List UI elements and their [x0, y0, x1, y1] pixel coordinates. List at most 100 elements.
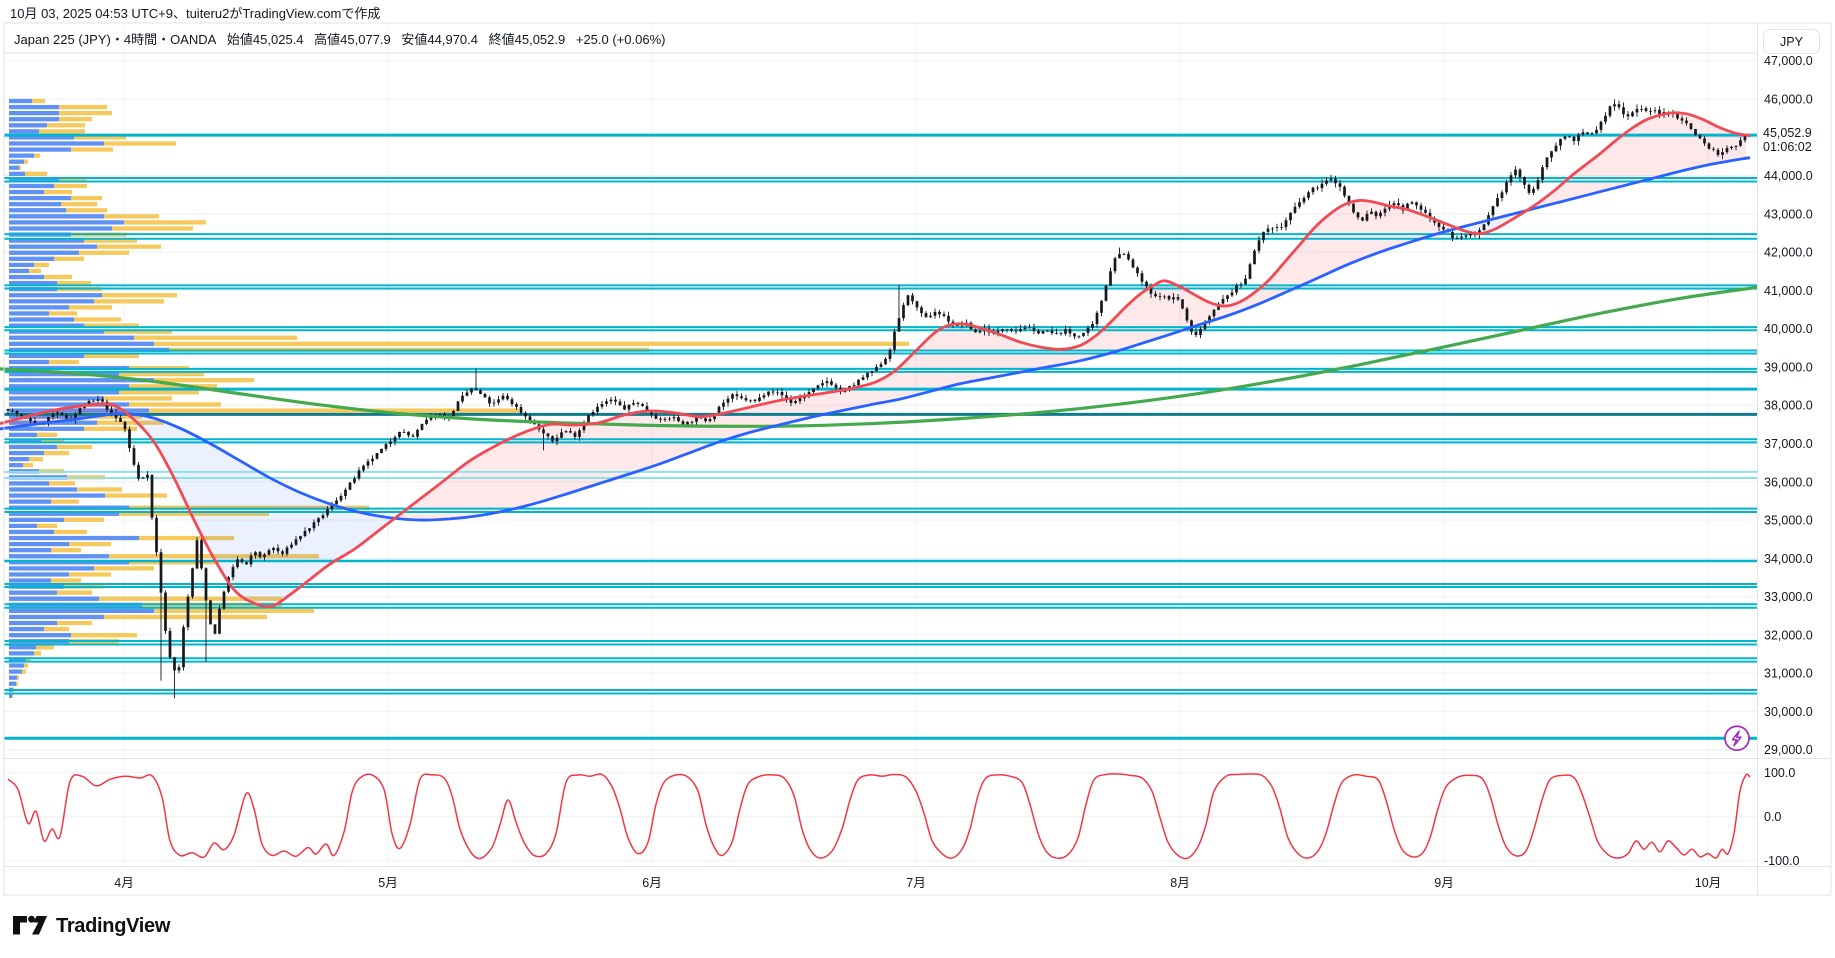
volume-profile-sell-bar: [24, 663, 28, 668]
volume-profile-buy-bar: [9, 189, 44, 195]
lightning-anchor-icon[interactable]: [1724, 725, 1750, 752]
volume-profile-sell-bar: [19, 165, 21, 170]
volume-profile-buy-bar: [9, 274, 44, 280]
volume-profile-buy-bar: [9, 329, 104, 334]
price-axis-label: 36,000.0: [1764, 475, 1813, 489]
volume-profile-sell-bar: [54, 256, 84, 261]
volume-profile-sell-bar: [66, 208, 107, 213]
oscillator-pane: [7, 773, 1751, 860]
volume-profile-sell-bar: [16, 681, 18, 686]
volume-profile-buy-bar: [9, 359, 49, 365]
volume-profile-sell-bar: [105, 493, 167, 498]
price-axis-label: 29,000.0: [1764, 743, 1813, 757]
volume-profile-sell-bar: [51, 578, 81, 583]
volume-profile-sell-bar: [99, 596, 282, 601]
price-axis-label: 38,000.0: [1764, 399, 1813, 413]
volume-profile-buy-bar: [9, 159, 24, 164]
volume-profile-sell-bar: [59, 117, 92, 122]
symbol-legend[interactable]: Japan 225 (JPY)・4時間・OANDA 始値45,025.4 高値4…: [14, 29, 672, 48]
volume-profile-sell-bar: [154, 378, 254, 383]
candlestick-series: [6, 99, 1747, 699]
volume-profile-sell-bar: [104, 329, 172, 334]
volume-profile-sell-bar: [104, 214, 159, 219]
price-axis-label: 37,000.0: [1764, 437, 1813, 451]
volume-profile-sell-bar: [129, 402, 221, 407]
volume-profile-buy-bar: [9, 378, 154, 383]
volume-profile-buy-bar: [9, 110, 59, 116]
currency-toggle-button[interactable]: JPY: [1763, 29, 1820, 54]
volume-profile-buy-bar: [9, 566, 94, 571]
oscillator-axis-label: 0.0: [1764, 810, 1781, 824]
volume-profile-sell-bar: [154, 608, 314, 614]
volume-profile-buy-bar: [9, 541, 69, 547]
volume-profile-sell-bar: [12, 693, 13, 699]
volume-profile-buy-bar: [9, 657, 26, 662]
volume-profile-sell-bar: [69, 541, 111, 547]
volume-profile-sell-bar: [94, 299, 164, 304]
time-axis[interactable]: 4月 5月 6月 7月 8月 9月 10月: [114, 876, 1721, 890]
tradingview-logo[interactable]: TradingView: [12, 913, 170, 939]
volume-profile-sell-bar: [57, 590, 92, 595]
moving-averages: [0, 111, 1758, 609]
volume-profile-sell-bar: [37, 523, 57, 529]
last-price-value: 45,052.9: [1763, 126, 1812, 140]
volume-profile-buy-bar: [9, 487, 77, 492]
volume-profile-buy-bar: [9, 147, 71, 152]
volume-profile-buy-bar: [9, 214, 104, 219]
volume-profile-sell-bar: [51, 548, 81, 553]
volume-profile-sell-bar: [104, 614, 267, 620]
price-axis-label: 31,000.0: [1764, 667, 1813, 681]
volume-profile-buy-bar: [9, 529, 54, 535]
oscillator-line: [7, 773, 1751, 860]
volume-profile-buy-bar: [9, 104, 59, 110]
volume-profile-sell-bar: [29, 268, 41, 274]
volume-profile-buy-bar: [9, 244, 97, 249]
volume-profile-sell-bar: [84, 323, 139, 328]
volume-profile-buy-bar: [9, 250, 79, 255]
oscillator-axis-label: 100.0: [1764, 766, 1795, 780]
volume-profile-buy-bar: [9, 560, 129, 565]
price-axis-label: 42,000.0: [1764, 246, 1813, 260]
volume-profile-buy-bar: [9, 293, 102, 298]
volume-profile-buy-bar: [9, 129, 39, 134]
time-axis-month-label: 10月: [1695, 876, 1721, 890]
volume-profile-sell-bar: [59, 177, 87, 183]
volume-profile-buy-bar: [9, 523, 37, 529]
volume-profile-sell-bar: [57, 444, 92, 450]
volume-profile-buy-bar: [9, 183, 54, 189]
volume-profile-sell-bar: [29, 456, 43, 462]
volume-profile-sell-bar: [57, 620, 92, 626]
volume-profile-buy-bar: [9, 626, 44, 632]
price-axis-label: 43,000.0: [1764, 207, 1813, 221]
price-axis-label: 33,000.0: [1764, 590, 1813, 604]
volume-profile-sell-bar: [119, 511, 269, 516]
volume-profile-sell-bar: [34, 651, 41, 656]
volume-profile-buy-bar: [9, 444, 57, 450]
volume-profile-buy-bar: [9, 620, 57, 626]
volume-profile-buy-bar: [9, 456, 29, 462]
volume-profile-sell-bar: [37, 432, 57, 437]
support-resistance-lines[interactable]: [4, 133, 1757, 740]
volume-profile-buy-bar: [9, 511, 119, 516]
volume-profile-buy-bar: [9, 208, 66, 213]
volume-profile-buy-bar: [9, 493, 105, 498]
volume-profile-sell-bar: [104, 141, 176, 146]
volume-profile-buy-bar: [9, 177, 59, 183]
price-axis-label: 40,000.0: [1764, 322, 1813, 336]
volume-profile-sell-bar: [104, 396, 172, 401]
volume-profile-buy-bar: [9, 681, 16, 686]
attribution-text: 10月 03, 2025 04:53 UTC+9、tuiteru2がTradin…: [10, 6, 381, 21]
volume-profile-sell-bar: [44, 189, 72, 195]
ohlc-low: 安値44,970.4: [401, 32, 478, 47]
price-axis-label: 44,000.0: [1764, 169, 1813, 183]
volume-profile-buy-bar: [9, 426, 84, 431]
volume-profile-sell-bar: [22, 669, 26, 674]
volume-profile-sell-bar: [102, 293, 177, 298]
volume-profile-buy-bar: [9, 220, 124, 225]
time-axis-month-label: 8月: [1170, 876, 1189, 890]
price-axis-label: 39,000.0: [1764, 360, 1813, 374]
volume-profile-buy-bar: [9, 153, 34, 158]
volume-profile-buy-bar: [9, 414, 87, 419]
price-axis[interactable]: 47,000.0 46,000.0 44,000.0 43,000.0 42,000.0…: [1764, 54, 1813, 868]
